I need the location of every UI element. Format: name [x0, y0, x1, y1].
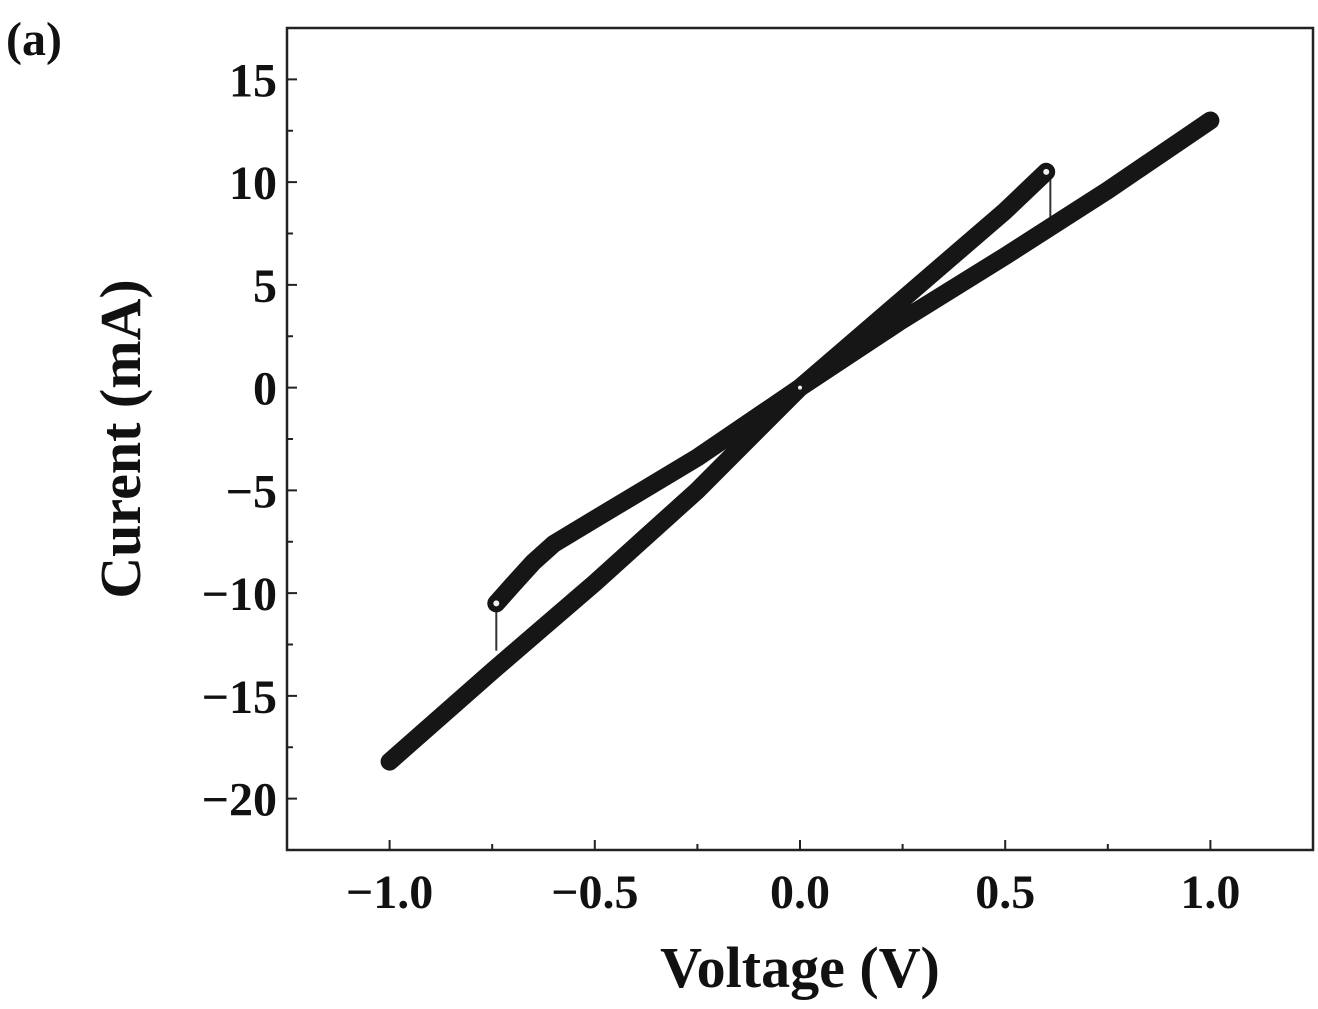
origin-marker	[796, 383, 804, 392]
y-tick-label: 5	[253, 260, 277, 313]
y-tick-label: 15	[229, 54, 277, 107]
x-axis-label: Voltage (V)	[660, 935, 940, 1000]
y-tick-label: 10	[229, 157, 277, 210]
y-tick-label: −15	[202, 671, 277, 724]
endpoint-marker	[491, 598, 502, 609]
axis-ticks	[287, 27, 1212, 851]
y-tick-label: −5	[226, 465, 277, 518]
y-tick-label: −20	[202, 774, 277, 827]
sweep-trace-1	[380, 111, 1220, 771]
x-tick-label: −0.5	[551, 866, 638, 919]
x-tick-label: 0.0	[770, 866, 830, 919]
y-axis-label: Curent (mA)	[88, 279, 153, 598]
x-tick-label: 1.0	[1180, 866, 1240, 919]
tick-labels: −1.0 −0.5 0.0 0.5 1.0 15 10 5 0 −5 −10 −15 −20	[202, 54, 1241, 919]
x-tick-label: 0.5	[975, 866, 1035, 919]
sweep-trace-2	[487, 162, 1056, 613]
data-traces	[380, 111, 1220, 771]
x-tick-label: −1.0	[346, 866, 433, 919]
endpoint-marker	[1041, 166, 1052, 177]
y-tick-label: 0	[253, 363, 277, 416]
y-tick-label: −10	[202, 568, 277, 621]
panel-label: (a)	[6, 13, 62, 66]
